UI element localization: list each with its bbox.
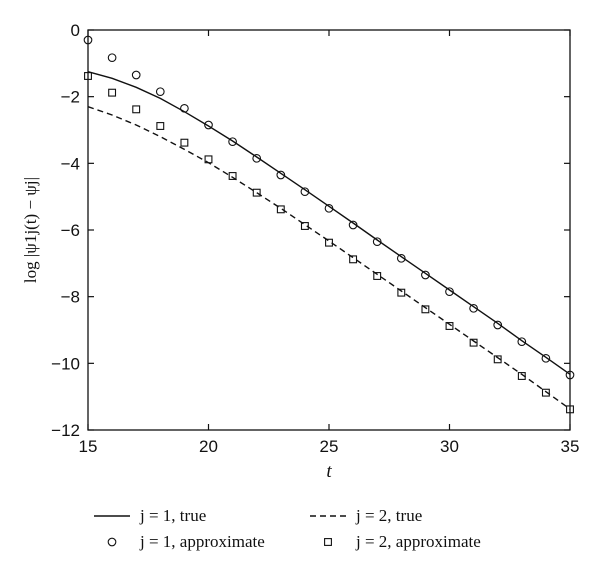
data-point: [131, 70, 141, 80]
series-layer: [83, 35, 575, 414]
data-point: [108, 88, 117, 97]
data-point: [252, 153, 262, 163]
data-point: [445, 322, 454, 330]
series-4: [84, 72, 574, 414]
data-point: [325, 238, 333, 247]
data-point: [541, 353, 551, 363]
series-3: [87, 106, 571, 410]
data-point: [469, 303, 478, 313]
x-tick-label: 25: [320, 437, 339, 456]
data-point: [349, 255, 358, 264]
data-point: [421, 270, 430, 280]
data-point: [324, 203, 334, 213]
series-2: [83, 35, 575, 380]
data-point: [421, 305, 430, 314]
data-point: [372, 237, 382, 247]
x-tick-label: 20: [199, 437, 218, 456]
data-point: [469, 338, 478, 347]
data-point: [132, 105, 141, 114]
y-tick-label: −8: [61, 288, 80, 307]
data-point: [397, 288, 406, 297]
data-point: [155, 87, 165, 97]
y-tick-label: −2: [61, 88, 80, 107]
legend-label: j = 1, approximate: [139, 532, 265, 551]
data-point: [276, 205, 285, 214]
legend-item: j = 1, true: [94, 506, 206, 525]
data-point: [348, 220, 358, 230]
data-point: [84, 72, 92, 80]
legend-label: j = 2, true: [355, 506, 422, 525]
data-point: [565, 370, 575, 380]
tick-labels: 15 20 25 30 35 0 −2 −4 −6 −8 −10 −12: [51, 21, 579, 456]
data-point: [252, 188, 261, 197]
x-tick-label: 30: [440, 437, 459, 456]
data-point: [300, 187, 310, 197]
data-point: [517, 337, 527, 347]
y-tick-label: −10: [51, 354, 80, 373]
y-tick-label: −12: [51, 421, 80, 440]
series-line: [87, 106, 571, 410]
legend-swatch: [324, 538, 332, 546]
legend-item: j = 2, approximate: [324, 532, 481, 551]
legend-item: j = 1, approximate: [107, 532, 265, 551]
y-tick-label: 0: [71, 21, 80, 40]
legend-swatch: [107, 537, 117, 547]
x-tick-label: 15: [79, 437, 98, 456]
y-axis-title: log |ψ1j(t) − ψj|: [21, 177, 40, 283]
data-point: [541, 388, 550, 397]
series-1: [87, 70, 571, 375]
data-point: [373, 272, 382, 280]
data-point: [445, 287, 454, 297]
data-point: [566, 405, 574, 414]
data-point: [204, 120, 213, 130]
data-point: [396, 253, 406, 263]
axis-ticks: [87, 29, 571, 431]
legend: j = 1, true j = 2, true j = 1, approximate…: [94, 506, 481, 551]
data-point: [493, 320, 503, 330]
plot-frame: [87, 29, 571, 431]
data-point: [276, 170, 286, 180]
data-point: [107, 53, 117, 63]
data-point: [204, 155, 213, 164]
data-point: [180, 103, 189, 113]
y-tick-label: −4: [61, 154, 80, 173]
legend-item: j = 2, true: [310, 506, 422, 525]
data-point: [180, 138, 189, 147]
legend-label: j = 1, true: [139, 506, 206, 525]
x-tick-label: 35: [561, 437, 580, 456]
y-tick-label: −6: [61, 221, 80, 240]
data-point: [517, 372, 526, 380]
data-point: [156, 122, 165, 130]
data-point: [83, 35, 93, 45]
data-point: [228, 172, 237, 180]
x-axis-title: t: [326, 461, 332, 482]
data-point: [228, 137, 237, 147]
series-line: [87, 70, 571, 375]
data-point: [300, 222, 309, 230]
data-point: [493, 355, 502, 364]
legend-label: j = 2, approximate: [355, 532, 481, 551]
